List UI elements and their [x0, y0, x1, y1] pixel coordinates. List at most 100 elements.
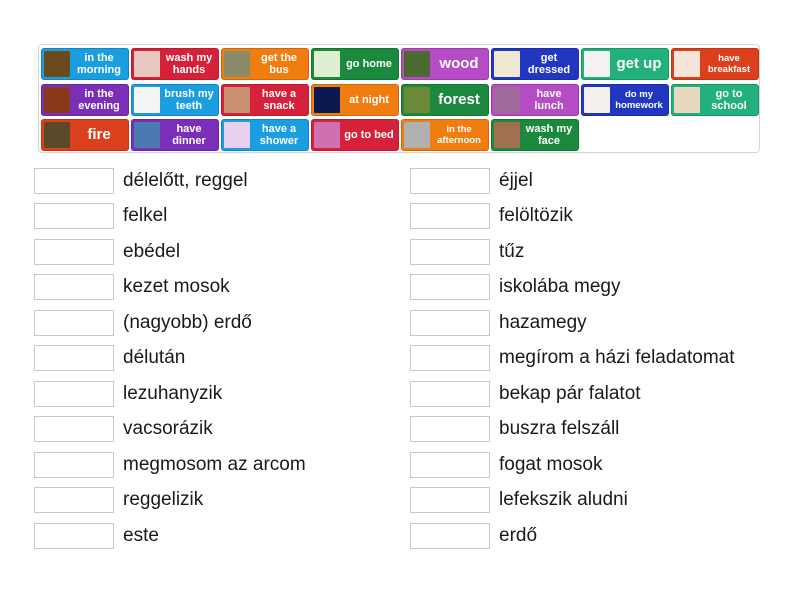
target-word: hazamegy — [499, 311, 587, 333]
match-row: hazamegy — [410, 309, 587, 336]
match-row: vacsorázik — [34, 416, 213, 443]
draggable-tile[interactable]: fire — [41, 119, 129, 151]
match-row: lefekszik aludni — [410, 487, 628, 514]
draggable-tile[interactable]: do my homework — [581, 83, 669, 116]
tile-label: have dinner — [172, 123, 206, 147]
match-row: (nagyobb) erdő — [34, 309, 252, 336]
tile-image — [404, 122, 430, 148]
draggable-tile[interactable]: get the bus — [221, 48, 309, 80]
tile-label: do my homework — [615, 88, 663, 111]
drop-slot[interactable] — [410, 451, 490, 478]
drop-slot[interactable] — [34, 345, 114, 371]
drop-slot[interactable] — [410, 380, 490, 407]
tile-label: have breakfast — [707, 53, 751, 75]
match-row: kezet mosok — [34, 274, 230, 301]
drop-slot[interactable] — [410, 487, 490, 513]
target-word: felkel — [123, 205, 168, 226]
draggable-tile[interactable]: go to school — [671, 83, 759, 116]
target-word: este — [123, 524, 159, 546]
match-row: reggelizik — [34, 487, 203, 514]
tile-image — [404, 86, 430, 113]
tile-image — [674, 51, 700, 77]
draggable-tile[interactable]: have breakfast — [671, 48, 759, 80]
tile-label: in the morning — [77, 52, 121, 76]
drop-slot[interactable] — [410, 416, 490, 442]
tile-image — [224, 122, 250, 148]
tile-label: go to school — [711, 87, 747, 112]
match-row: buszra felszáll — [410, 416, 619, 443]
drop-slot[interactable] — [410, 345, 490, 371]
drop-slot[interactable] — [34, 487, 114, 513]
draggable-tile[interactable]: get dressed — [491, 48, 579, 80]
drop-slot[interactable] — [410, 203, 490, 229]
tile-image — [134, 51, 160, 77]
tile-image — [224, 86, 250, 113]
target-word: (nagyobb) erdő — [123, 311, 252, 333]
tile-label: wash my face — [525, 123, 573, 147]
drop-slot[interactable] — [34, 380, 114, 407]
drop-slot[interactable] — [34, 451, 114, 478]
draggable-tile[interactable]: have a shower — [221, 119, 309, 151]
match-row: délelőtt, reggel — [34, 167, 248, 194]
target-word: tűz — [499, 240, 525, 262]
target-word: buszra felszáll — [499, 418, 620, 439]
draggable-tile[interactable]: have lunch — [491, 83, 579, 116]
target-word: megírom a házi feladatomat — [499, 347, 735, 368]
tile-image — [494, 86, 520, 113]
tile-label: wash my hands — [165, 52, 213, 76]
draggable-tile[interactable]: wood — [401, 48, 489, 80]
draggable-tile[interactable]: in the afternoon — [401, 119, 489, 151]
match-row: délután — [34, 345, 185, 372]
drop-slot[interactable] — [34, 167, 114, 194]
match-row: éjjel — [410, 167, 533, 194]
drop-slot[interactable] — [410, 522, 490, 549]
tile-label: in the afternoon — [437, 124, 481, 146]
drop-slot[interactable] — [34, 309, 114, 336]
drop-slot[interactable] — [34, 522, 114, 549]
drop-slot[interactable] — [34, 203, 114, 229]
drop-slot[interactable] — [410, 309, 490, 336]
target-word: fogat mosok — [499, 453, 603, 475]
match-row: felkel — [34, 203, 167, 230]
match-row: fogat mosok — [410, 451, 603, 478]
tile-label: get dressed — [527, 52, 571, 76]
tile-label: go to bed — [344, 129, 394, 141]
tile-label: wood — [439, 55, 479, 72]
draggable-tile[interactable]: in the evening — [41, 83, 129, 116]
target-word: lefekszik aludni — [499, 489, 628, 510]
draggable-tile[interactable]: at night — [311, 83, 399, 116]
tile-image — [134, 86, 160, 113]
match-row: bekap pár falatot — [410, 380, 641, 407]
draggable-tile[interactable]: go home — [311, 48, 399, 80]
draggable-tile[interactable]: wash my hands — [131, 48, 219, 80]
drop-slot[interactable] — [410, 238, 490, 265]
match-row: ebédel — [34, 238, 180, 265]
tile-image — [314, 51, 340, 77]
drop-slot[interactable] — [34, 238, 114, 265]
match-row: tűz — [410, 238, 524, 265]
tile-label: brush my teeth — [164, 87, 214, 112]
draggable-tile[interactable]: wash my face — [491, 119, 579, 151]
tile-image — [224, 51, 250, 77]
match-row: lezuhanyzik — [34, 380, 222, 407]
tile-label: have lunch — [534, 87, 564, 112]
target-word: erdő — [499, 524, 538, 546]
match-row: megmosom az arcom — [34, 451, 306, 478]
drop-slot[interactable] — [34, 416, 114, 442]
drop-slot[interactable] — [410, 167, 490, 194]
draggable-tile[interactable]: get up — [581, 48, 669, 80]
draggable-tile[interactable]: brush my teeth — [131, 83, 219, 116]
tile-label: at night — [349, 93, 389, 106]
draggable-tile[interactable]: have a snack — [221, 83, 309, 116]
drop-slot[interactable] — [410, 274, 490, 300]
target-word: délután — [123, 347, 186, 368]
match-row: felöltözik — [410, 203, 573, 230]
draggable-tile[interactable]: forest — [401, 83, 489, 116]
drop-slot[interactable] — [34, 274, 114, 300]
target-word: iskolába megy — [499, 276, 621, 297]
draggable-tile[interactable]: go to bed — [311, 119, 399, 151]
match-row: este — [34, 522, 159, 549]
draggable-tile[interactable]: have dinner — [131, 119, 219, 151]
target-word: ebédel — [123, 240, 181, 262]
draggable-tile[interactable]: in the morning — [41, 48, 129, 80]
